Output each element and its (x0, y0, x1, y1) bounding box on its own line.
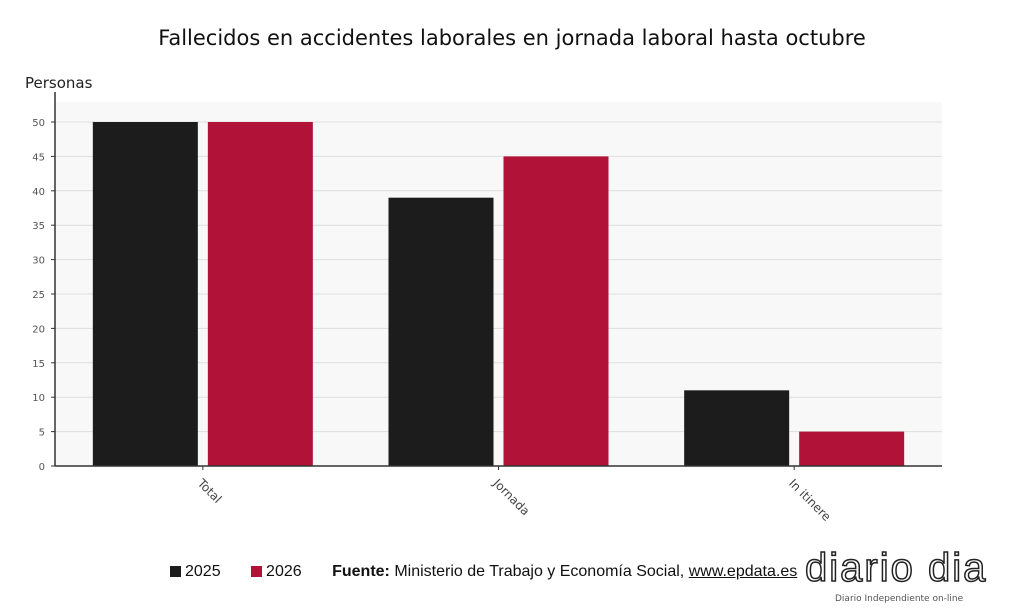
y-tick-label: 35 (32, 221, 45, 232)
y-tick-label: 25 (32, 290, 45, 301)
y-tick-label: 0 (39, 462, 45, 473)
legend-swatch (170, 566, 181, 577)
y-tick-label: 20 (32, 324, 45, 335)
bar-2025-total (92, 122, 198, 466)
source-text: Ministerio de Trabajo y Economía Social, (394, 563, 685, 580)
x-tick-label: Total (194, 476, 224, 506)
source-label: Fuente: (332, 563, 390, 580)
legend-item-2026: 2026 (251, 563, 302, 581)
logo-wordmark: diario dia (804, 545, 988, 591)
logo: diario dia Diario Independiente on-line (804, 545, 1020, 612)
y-tick-label: 10 (32, 393, 45, 404)
y-tick-label: 5 (39, 428, 45, 439)
y-tick-label: 15 (32, 359, 45, 370)
x-tick-label: In itinere (786, 476, 834, 524)
y-tick-label: 30 (32, 256, 45, 267)
y-tick-label: 45 (32, 152, 45, 163)
legend-label: 2025 (185, 563, 221, 580)
footer: 2025 2026 Fuente: Ministerio de Trabajo … (170, 563, 797, 581)
y-tick-label: 50 (32, 118, 45, 129)
legend-item-2025: 2025 (170, 563, 221, 581)
y-axis-label: Personas (25, 74, 93, 92)
bar-2026-in-itinere (799, 431, 905, 466)
legend-swatch (251, 566, 263, 577)
bar-2025-in-itinere (684, 390, 790, 466)
logo-tagline: Diario Independiente on-line (835, 594, 964, 604)
chart-title: Fallecidos en accidentes laborales en jo… (158, 26, 866, 50)
plot-background (55, 102, 942, 466)
bar-2025-jornada (388, 197, 494, 466)
bar-2026-jornada (503, 156, 609, 466)
y-tick-label: 40 (32, 187, 45, 198)
x-tick-label: Jornada (490, 476, 533, 519)
legend-label: 2026 (266, 563, 302, 580)
bar-2026-total (207, 122, 313, 466)
source-note: Fuente: Ministerio de Trabajo y Economía… (332, 563, 797, 580)
source-link[interactable]: www.epdata.es (688, 563, 798, 580)
